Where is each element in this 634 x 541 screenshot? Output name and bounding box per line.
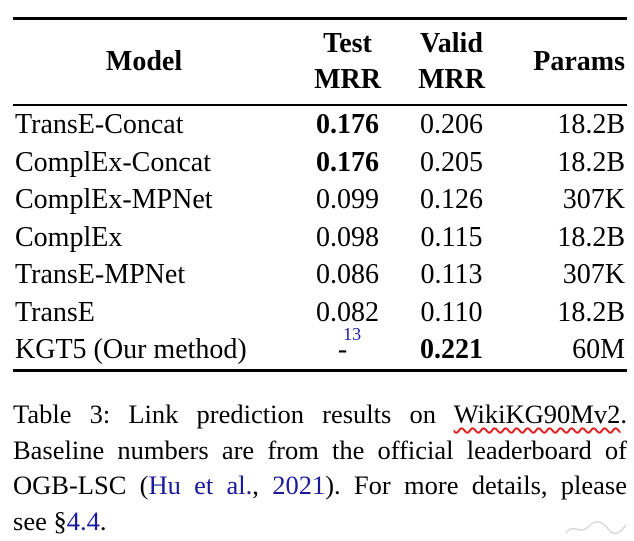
cell-params: 307K bbox=[562, 259, 625, 290]
table-mid-rule bbox=[13, 104, 627, 106]
cell-valid-mrr: 0.110 bbox=[420, 296, 483, 328]
results-table: Model Test MRR Valid MRR Params TransE-C… bbox=[13, 20, 627, 369]
results-table-block: Model Test MRR Valid MRR Params TransE-C… bbox=[13, 17, 627, 372]
citation-link-author[interactable]: Hu et al. bbox=[148, 470, 253, 500]
cell-model: TransE-Concat bbox=[15, 109, 184, 140]
cell-valid-mrr: 0.205 bbox=[420, 146, 483, 178]
watermark-scribble-icon bbox=[565, 521, 627, 535]
table-row: TransE 0.082 0.110 18.2B bbox=[13, 294, 627, 332]
table-row: ComplEx-MPNet 0.099 0.126 307K bbox=[13, 181, 627, 219]
table-row: ComplEx-Concat 0.176 0.205 18.2B bbox=[13, 144, 627, 182]
cell-valid-mrr: 0.115 bbox=[420, 221, 483, 253]
caption-dataset-name: WikiKG90Mv2 bbox=[453, 399, 621, 429]
header-valid-line2: MRR bbox=[418, 64, 485, 95]
table-body: TransE-Concat 0.176 0.206 18.2B ComplEx-… bbox=[13, 106, 627, 369]
table-caption: Table 3: Link prediction results on Wiki… bbox=[13, 397, 627, 539]
caption-line-4: see §4.4. bbox=[13, 504, 627, 540]
caption-text: see § bbox=[13, 505, 67, 536]
header-test-line2: MRR bbox=[314, 64, 381, 95]
cell-test-mrr: 0.082 bbox=[316, 296, 379, 328]
table-header-row: Model Test MRR Valid MRR Params bbox=[13, 20, 627, 104]
caption-text: Table 3: Link prediction results on bbox=[13, 399, 454, 429]
cell-params: 18.2B bbox=[557, 221, 625, 253]
table-row: KGT5 (Our method) -13 0.221 60M bbox=[13, 325, 627, 369]
header-valid-mrr: Valid MRR bbox=[400, 20, 503, 104]
cell-valid-mrr: 0.126 bbox=[420, 184, 483, 215]
cell-model: TransE-MPNet bbox=[15, 259, 186, 290]
cell-valid-mrr: 0.206 bbox=[420, 109, 483, 140]
cell-test-mrr: 0.176 bbox=[316, 146, 379, 178]
caption-line-3: OGB-LSC (Hu et al., 2021). For more deta… bbox=[13, 468, 627, 504]
cell-model: ComplEx-MPNet bbox=[15, 184, 213, 215]
cell-params: 18.2B bbox=[557, 146, 625, 178]
header-test-mrr: Test MRR bbox=[295, 20, 400, 104]
cell-test-mrr: 0.098 bbox=[316, 221, 379, 253]
table-bottom-rule bbox=[13, 368, 627, 372]
table-top-rule bbox=[13, 17, 627, 20]
caption-text: ). For more details, please bbox=[325, 470, 628, 500]
header-params: Params bbox=[533, 46, 625, 77]
cell-params: 18.2B bbox=[557, 109, 625, 140]
caption-text: . bbox=[99, 505, 107, 536]
header-test-line1: Test bbox=[323, 28, 372, 59]
cell-test-mrr: 0.099 bbox=[316, 184, 379, 215]
caption-text: . bbox=[620, 399, 627, 429]
table-row: TransE-MPNet 0.086 0.113 307K bbox=[13, 256, 627, 294]
cell-valid-mrr: 0.221 bbox=[420, 334, 483, 365]
cell-model: TransE bbox=[15, 296, 95, 328]
test-mrr-dash: - bbox=[337, 334, 348, 365]
caption-text: OGB-LSC ( bbox=[13, 470, 149, 500]
cell-test-mrr: 0.176 bbox=[316, 109, 379, 140]
cell-params: 18.2B bbox=[557, 296, 625, 328]
table-row: ComplEx 0.098 0.115 18.2B bbox=[13, 219, 627, 257]
header-model: Model bbox=[105, 46, 183, 77]
header-valid-line1: Valid bbox=[420, 28, 483, 59]
cell-test-mrr: -13 bbox=[295, 325, 400, 369]
cell-model: ComplEx bbox=[15, 221, 123, 253]
caption-text: , bbox=[252, 470, 273, 500]
cell-test-mrr: 0.086 bbox=[316, 259, 379, 290]
table-row: TransE-Concat 0.176 0.206 18.2B bbox=[13, 106, 627, 144]
footnote-link-13[interactable]: 13 bbox=[343, 324, 362, 344]
cell-model: KGT5 (Our method) bbox=[15, 334, 247, 365]
citation-link-year[interactable]: 2021 bbox=[272, 470, 326, 500]
cell-params: 307K bbox=[562, 184, 625, 215]
cell-params: 60M bbox=[572, 334, 625, 365]
caption-line-2: Baseline numbers are from the official l… bbox=[13, 434, 627, 465]
cell-model: ComplEx-Concat bbox=[15, 146, 211, 178]
caption-line-1: Table 3: Link prediction results on Wiki… bbox=[13, 397, 627, 433]
section-link[interactable]: 4.4 bbox=[66, 505, 100, 536]
cell-valid-mrr: 0.113 bbox=[420, 259, 483, 290]
